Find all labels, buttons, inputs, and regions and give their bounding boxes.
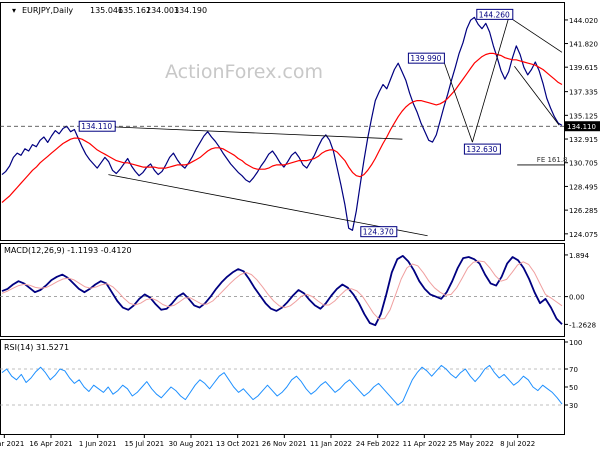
- y-tick-label: 130.705: [569, 160, 598, 168]
- annotation-label: 139.990: [410, 54, 441, 63]
- x-tick-label: 26 Nov 2021: [262, 440, 307, 448]
- series-line-0: [1, 364, 563, 406]
- x-tick-label: 1 Jun 2021: [79, 440, 117, 448]
- annotation-box: [463, 143, 501, 155]
- x-tick-label: 3 Mar 2021: [0, 440, 24, 448]
- ohlc-high: 135.162: [118, 6, 151, 15]
- macd-axis: 1.894 0.00 -1.2628: [0, 252, 596, 329]
- trendline-lower: [108, 174, 428, 237]
- y-tick-label: 50: [569, 384, 578, 392]
- y-tick-label: 30: [569, 402, 578, 410]
- ohlc-open: 135.046: [90, 6, 123, 15]
- swing-line-a: [444, 63, 473, 143]
- x-tick-label: 16 Apr 2021: [29, 440, 72, 448]
- macd-title: MACD(12,26,9) -1.1193 -0.4120: [4, 246, 132, 255]
- x-tick-label: 25 May 2022: [448, 440, 494, 448]
- y-tick-label: 124.075: [569, 231, 598, 239]
- x-tick-label: 11 Apr 2022: [403, 440, 446, 448]
- x-tick-label: 15 Jul 2021: [125, 440, 165, 448]
- annotation-box: [78, 120, 116, 132]
- x-axis: 3 Mar 2021 16 Apr 2021 1 Jun 2021 15 Jul 20…: [0, 434, 535, 448]
- price-axis: 144.020 141.820 139.615 137.335 135.125 132.9…: [564, 17, 598, 239]
- channel-upper: [508, 16, 563, 53]
- ohlc-close: 134.190: [174, 6, 207, 15]
- annotation-label: 134.110: [81, 122, 112, 131]
- y-tick-label: 1.894: [569, 252, 590, 260]
- annotation-box: [360, 226, 398, 238]
- current-price-label: 134.110: [567, 123, 596, 131]
- x-tick-label: 24 Feb 2022: [356, 440, 400, 448]
- series-line-1: [1, 52, 563, 203]
- annotation-label: 144.260: [479, 10, 510, 19]
- ohlc-low: 134.003: [146, 6, 179, 15]
- x-tick-label: 30 Aug 2021: [169, 440, 214, 448]
- annotation-box: [407, 52, 445, 64]
- y-tick-label: 141.820: [569, 41, 598, 49]
- fe-label: FE 161.8: [537, 156, 568, 164]
- channel-lower: [514, 66, 560, 126]
- series-line-0: [1, 254, 563, 327]
- y-tick-label: 126.285: [569, 207, 598, 215]
- rsi-series: [1, 364, 563, 406]
- annotation-label: 132.630: [466, 145, 497, 154]
- y-tick-label: 128.495: [569, 183, 598, 191]
- y-tick-label: 132.915: [569, 136, 598, 144]
- rsi-axis: 100 70 50 30: [0, 339, 582, 410]
- y-tick-label: 139.615: [569, 64, 598, 72]
- x-tick-label: 13 Oct 2021: [216, 440, 259, 448]
- macd-series: [1, 254, 563, 327]
- series-line-1: [1, 260, 563, 320]
- x-tick-label: 11 Jan 2022: [310, 440, 352, 448]
- price-annotations: 134.110 FE 161.8 144.260 139.990 132.630 134.…: [0, 8, 600, 238]
- y-tick-label: 0.00: [569, 294, 585, 302]
- price-series: [1, 16, 563, 231]
- chart-title: EURJPY,Daily: [22, 6, 73, 15]
- y-tick-label: 137.335: [569, 89, 598, 97]
- annotation-box: [476, 8, 514, 20]
- y-tick-label: -1.2628: [569, 321, 596, 329]
- macd-panel-frame: [0, 243, 565, 337]
- y-tick-label: 144.020: [569, 17, 598, 25]
- trendline-upper: [97, 125, 403, 140]
- price-title-triangle-icon: ▾: [12, 6, 16, 15]
- rsi-title: RSI(14) 31.5271: [4, 343, 69, 352]
- y-tick-label: 100: [569, 339, 582, 347]
- swing-line-b: [472, 17, 510, 143]
- price-panel-frame: [0, 2, 565, 241]
- y-tick-label: 70: [569, 366, 578, 374]
- y-tick-label: 135.125: [569, 112, 598, 120]
- annotation-label: 124.370: [363, 228, 394, 237]
- current-price-box: [565, 121, 600, 132]
- watermark: ActionForex.com: [165, 61, 323, 83]
- x-tick-label: 8 Jul 2022: [500, 440, 535, 448]
